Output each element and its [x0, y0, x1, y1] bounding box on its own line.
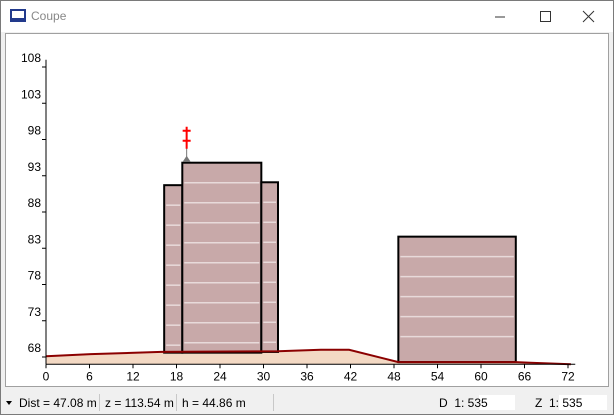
chart: 68 73 78 83 88 93 98 103 108 0 6 12 18 24 30 36 42 48 54 60…	[5, 33, 609, 387]
x-tick-label: 60	[474, 369, 488, 383]
title-bar: Coupe	[1, 1, 613, 32]
y-tick-label: 73	[28, 305, 42, 319]
y-tick-label: 103	[21, 87, 41, 101]
dist-text: Dist = 47.08 m	[19, 396, 97, 410]
y-tick-label: 93	[28, 160, 42, 174]
building	[163, 184, 184, 354]
close-button[interactable]	[582, 10, 595, 23]
point-marker	[182, 126, 191, 149]
separator	[99, 394, 100, 411]
building	[260, 181, 280, 353]
d-box	[479, 395, 515, 410]
separator	[176, 394, 177, 411]
status-bar: Dist = 47.08 m z = 113.54 m h = 44.86 m …	[1, 391, 613, 414]
x-tick-label: 36	[300, 369, 314, 383]
terrain-line	[45, 348, 571, 366]
y-tick-label: 88	[28, 196, 42, 210]
y-tick-label: 78	[28, 269, 42, 283]
title-icons	[10, 9, 595, 23]
point-base	[182, 155, 191, 162]
h-text: h = 44.86 m	[182, 396, 246, 410]
x-tick-label: 72	[561, 369, 575, 383]
x-tick-label: 30	[257, 369, 271, 383]
app-icon-inner	[12, 11, 24, 18]
y-tick-label: 83	[28, 232, 42, 246]
building	[397, 235, 517, 364]
d-scale-text: D 1: 535	[439, 396, 488, 410]
y-tick-label: 108	[21, 51, 41, 65]
x-tick-label: 24	[213, 369, 227, 383]
y-tick-label: 68	[28, 341, 42, 355]
x-tick-label: 66	[518, 369, 532, 383]
x-tick-label: 42	[344, 369, 358, 383]
x-tick-label: 18	[170, 369, 184, 383]
x-tick-label: 12	[126, 369, 140, 383]
building	[181, 161, 263, 354]
plot-frame	[5, 33, 609, 387]
y-tick-label: 98	[28, 124, 42, 138]
separator	[273, 394, 274, 411]
x-tick-label: 6	[86, 369, 93, 383]
x-tick-label: 48	[387, 369, 401, 383]
status-menu[interactable]	[5, 399, 15, 409]
window-title: Coupe	[31, 9, 67, 23]
x-tick-label: 54	[431, 369, 445, 383]
x-tick-label: 0	[43, 369, 50, 383]
maximize-button[interactable]	[540, 11, 551, 22]
z-text: z = 113.54 m	[105, 396, 174, 410]
z-scale-text: Z 1: 535	[535, 396, 583, 410]
z-box	[559, 395, 607, 410]
